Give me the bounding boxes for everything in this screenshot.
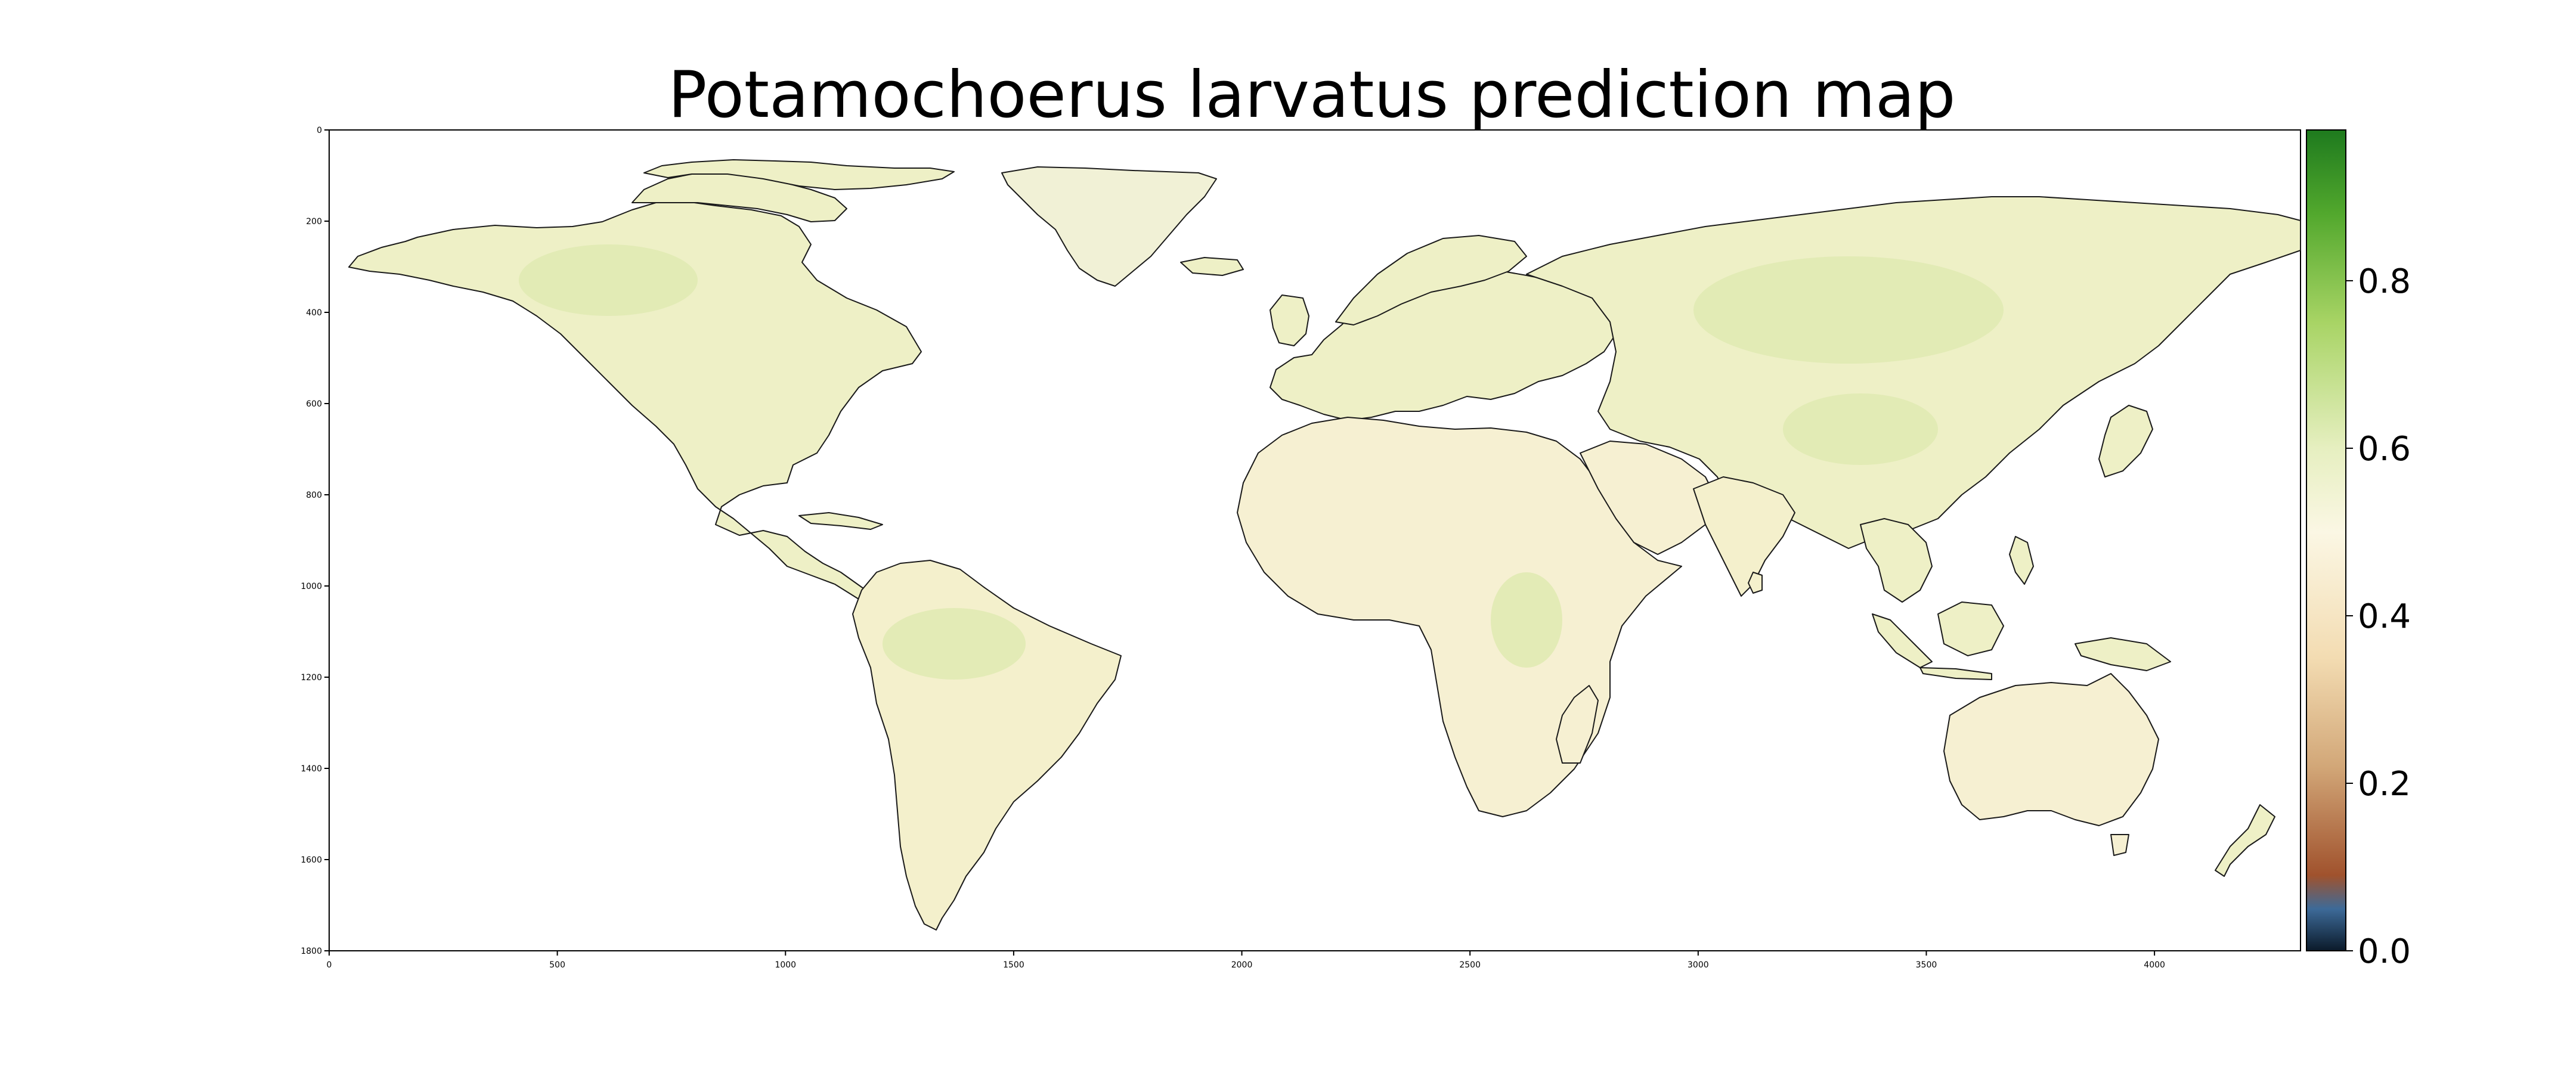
x-tick-label: 1500 xyxy=(1003,960,1024,970)
greenland xyxy=(1001,166,1217,287)
map-axes: 0 500 1000 1500 2000 2500 3000 3500 4000 0 200 400… xyxy=(301,126,2301,970)
sri-lanka xyxy=(1748,572,1763,594)
patch-north-america xyxy=(519,244,698,316)
x-tick-label: 3500 xyxy=(1916,960,1937,970)
x-tick-label: 2000 xyxy=(1231,960,1253,970)
borneo xyxy=(1937,601,2004,656)
patch-east-africa xyxy=(1491,572,1562,668)
colorbar-tick-label: 0.6 xyxy=(2358,430,2411,469)
patch-asia xyxy=(1693,256,2004,364)
y-tick-label: 1000 xyxy=(301,582,322,591)
y-tick-label: 1600 xyxy=(301,855,322,865)
colorbar-tick-label: 0.8 xyxy=(2358,262,2411,301)
y-tick-label: 1400 xyxy=(301,764,322,774)
y-tick-label: 400 xyxy=(306,308,322,318)
x-tick-label: 2500 xyxy=(1459,960,1481,970)
caribbean-islands xyxy=(798,512,883,530)
patch-south-america xyxy=(883,608,1026,680)
new-zealand xyxy=(2215,804,2275,877)
x-tick-label: 0 xyxy=(327,960,332,970)
sumatra xyxy=(1872,613,1933,668)
x-tick-label: 4000 xyxy=(2144,960,2165,970)
java xyxy=(1919,667,1992,680)
southeast-asia xyxy=(1860,518,1933,603)
colorbar: 0.0 0.2 0.4 0.6 0.8 xyxy=(2306,129,2411,971)
x-tick-label: 3000 xyxy=(1688,960,1709,970)
indian-subcontinent xyxy=(1693,476,1795,597)
y-tick-label: 200 xyxy=(306,217,322,227)
japan xyxy=(2098,405,2153,477)
scandinavia xyxy=(1335,235,1527,325)
colorbar-gradient xyxy=(2306,129,2346,951)
map-title: Potamochoerus larvatus prediction map xyxy=(668,58,1955,132)
colorbar-tick-label: 0.4 xyxy=(2358,597,2411,636)
x-axis-ticks: 0 500 1000 1500 2000 2500 3000 3500 4000 xyxy=(327,951,2165,970)
arctic-islands-north xyxy=(643,159,955,190)
y-tick-label: 800 xyxy=(306,491,322,500)
x-tick-label: 500 xyxy=(549,960,565,970)
tasmania xyxy=(2110,834,2129,856)
colorbar-tick-label: 0.0 xyxy=(2358,932,2411,971)
north-america xyxy=(348,201,922,600)
colorbar-tick-label: 0.2 xyxy=(2358,765,2411,804)
y-tick-label: 1200 xyxy=(301,673,322,683)
british-isles xyxy=(1270,294,1309,346)
philippines xyxy=(2009,536,2034,585)
x-tick-label: 1000 xyxy=(775,960,796,970)
iceland xyxy=(1180,257,1244,276)
y-tick-label: 600 xyxy=(306,399,322,409)
y-tick-label: 0 xyxy=(317,126,322,135)
madagascar xyxy=(1556,685,1599,764)
y-tick-label: 1800 xyxy=(301,947,322,956)
new-guinea xyxy=(2075,637,2171,671)
y-axis-ticks: 0 200 400 600 800 1000 1200 1400 1600 1800 xyxy=(301,126,329,956)
colorbar-ticks: 0.0 0.2 0.4 0.6 0.8 xyxy=(2346,262,2411,971)
patch-china xyxy=(1783,393,1938,465)
higher-value-patches xyxy=(519,244,2004,680)
australia xyxy=(1943,673,2159,826)
